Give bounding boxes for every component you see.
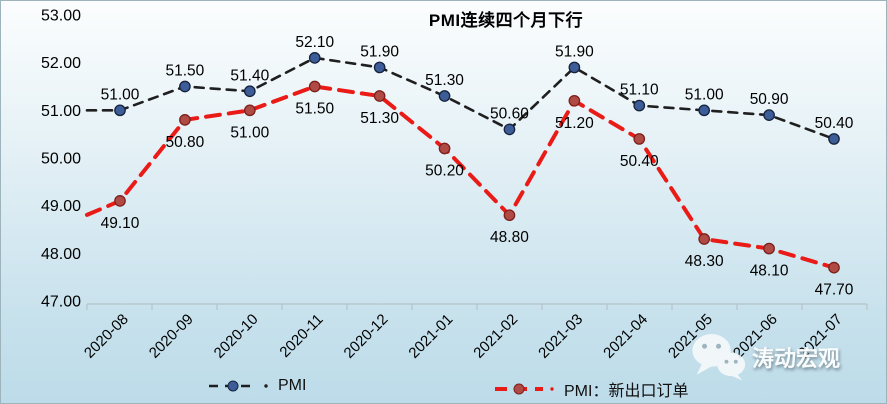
pmi-marker	[373, 61, 386, 74]
x-axis-label: 2020-12	[341, 311, 392, 362]
x-axis-label: 2021-03	[535, 311, 586, 362]
y-axis-label: 47.00	[41, 294, 81, 311]
pmi-data-label: 51.50	[166, 63, 205, 80]
pmi-data-label: 50.60	[490, 105, 529, 122]
watermark-brand: 涛动宏观	[752, 346, 841, 371]
new-export-orders-marker	[243, 104, 256, 117]
legend-marker-new-export-orders	[495, 383, 554, 395]
x-axis-label: 2021-01	[405, 311, 456, 362]
new-export-orders-data-label: 49.10	[101, 215, 140, 232]
x-axis-label: 2020-11	[276, 311, 326, 361]
new-export-orders-data-label: 48.10	[750, 263, 789, 280]
pmi-marker	[503, 123, 516, 136]
x-axis-label: 2020-09	[146, 311, 197, 362]
new-export-orders-marker	[828, 261, 840, 274]
pmi-marker	[179, 80, 191, 93]
legend-item-new-export-orders: PMI：新出口订单	[493, 377, 688, 401]
pmi-marker	[828, 133, 840, 145]
pmi-data-label: 51.90	[555, 43, 594, 60]
new-export-orders-data-label: 51.30	[360, 110, 399, 127]
legend-item-pmi: PMI	[207, 377, 306, 395]
pmi-data-label: 50.40	[815, 115, 854, 132]
x-axis-label: 2020-08	[81, 311, 132, 362]
new-export-orders-marker	[633, 133, 646, 145]
y-axis-label: 49.00	[41, 198, 81, 215]
new-export-orders-marker	[503, 209, 516, 222]
new-export-orders-marker	[438, 142, 451, 155]
x-axis-label: 2021-04	[600, 311, 651, 362]
pmi-marker	[763, 109, 775, 121]
new-export-orders-data-label: 50.40	[620, 153, 659, 170]
new-export-orders-data-label: 48.80	[490, 229, 529, 246]
new-export-orders-data-label: 50.80	[166, 134, 205, 151]
pmi-data-label: 51.40	[230, 67, 269, 84]
y-axis-label: 51.00	[41, 103, 81, 120]
x-axis-label: 2020-10	[211, 311, 262, 362]
new-export-orders-marker	[114, 195, 126, 207]
new-export-orders-marker	[179, 114, 191, 126]
new-export-orders-data-label: 50.20	[425, 162, 464, 179]
pmi-data-label: 51.10	[620, 82, 659, 99]
pmi-marker	[114, 104, 126, 117]
new-export-orders-data-label: 51.00	[230, 124, 269, 141]
new-export-orders-marker	[763, 242, 775, 255]
pmi-marker	[438, 90, 451, 102]
new-export-orders-data-label: 48.30	[685, 253, 724, 270]
pmi-marker	[698, 104, 711, 117]
pmi-data-label: 50.90	[750, 91, 789, 108]
new-export-orders-marker	[568, 94, 581, 107]
legend-marker-pmi	[209, 380, 268, 392]
pmi-marker	[568, 61, 581, 74]
new-export-orders-data-label: 47.70	[815, 282, 854, 299]
new-export-orders-marker	[308, 80, 321, 93]
new-export-orders-data-label: 51.50	[295, 101, 334, 118]
pmi-marker	[633, 99, 646, 112]
legend-label-pmi: PMI	[278, 377, 307, 394]
pmi-marker	[243, 85, 256, 98]
pmi-data-label: 51.00	[101, 86, 140, 103]
y-axis-label: 50.00	[41, 151, 81, 168]
new-export-orders-marker	[698, 233, 711, 245]
y-axis-label: 53.00	[41, 8, 81, 25]
pmi-data-label: 51.30	[425, 72, 464, 89]
new-export-orders-data-label: 51.20	[555, 115, 594, 132]
y-axis-label: 48.00	[41, 246, 81, 263]
pmi-data-label: 51.00	[685, 86, 724, 103]
x-axis-label: 2021-02	[470, 311, 521, 362]
y-axis-label: 52.00	[41, 55, 81, 72]
pmi-marker	[308, 52, 321, 64]
pmi-data-label: 51.90	[360, 43, 399, 60]
pmi-data-label: 52.10	[295, 34, 334, 51]
chart-title: PMI连续四个月下行	[428, 11, 584, 30]
wechat-icon	[692, 334, 746, 381]
new-export-orders-marker	[373, 90, 386, 102]
legend-label-new-export-orders: PMI：新出口订单	[564, 383, 689, 400]
watermark: 涛动宏观	[691, 332, 840, 382]
